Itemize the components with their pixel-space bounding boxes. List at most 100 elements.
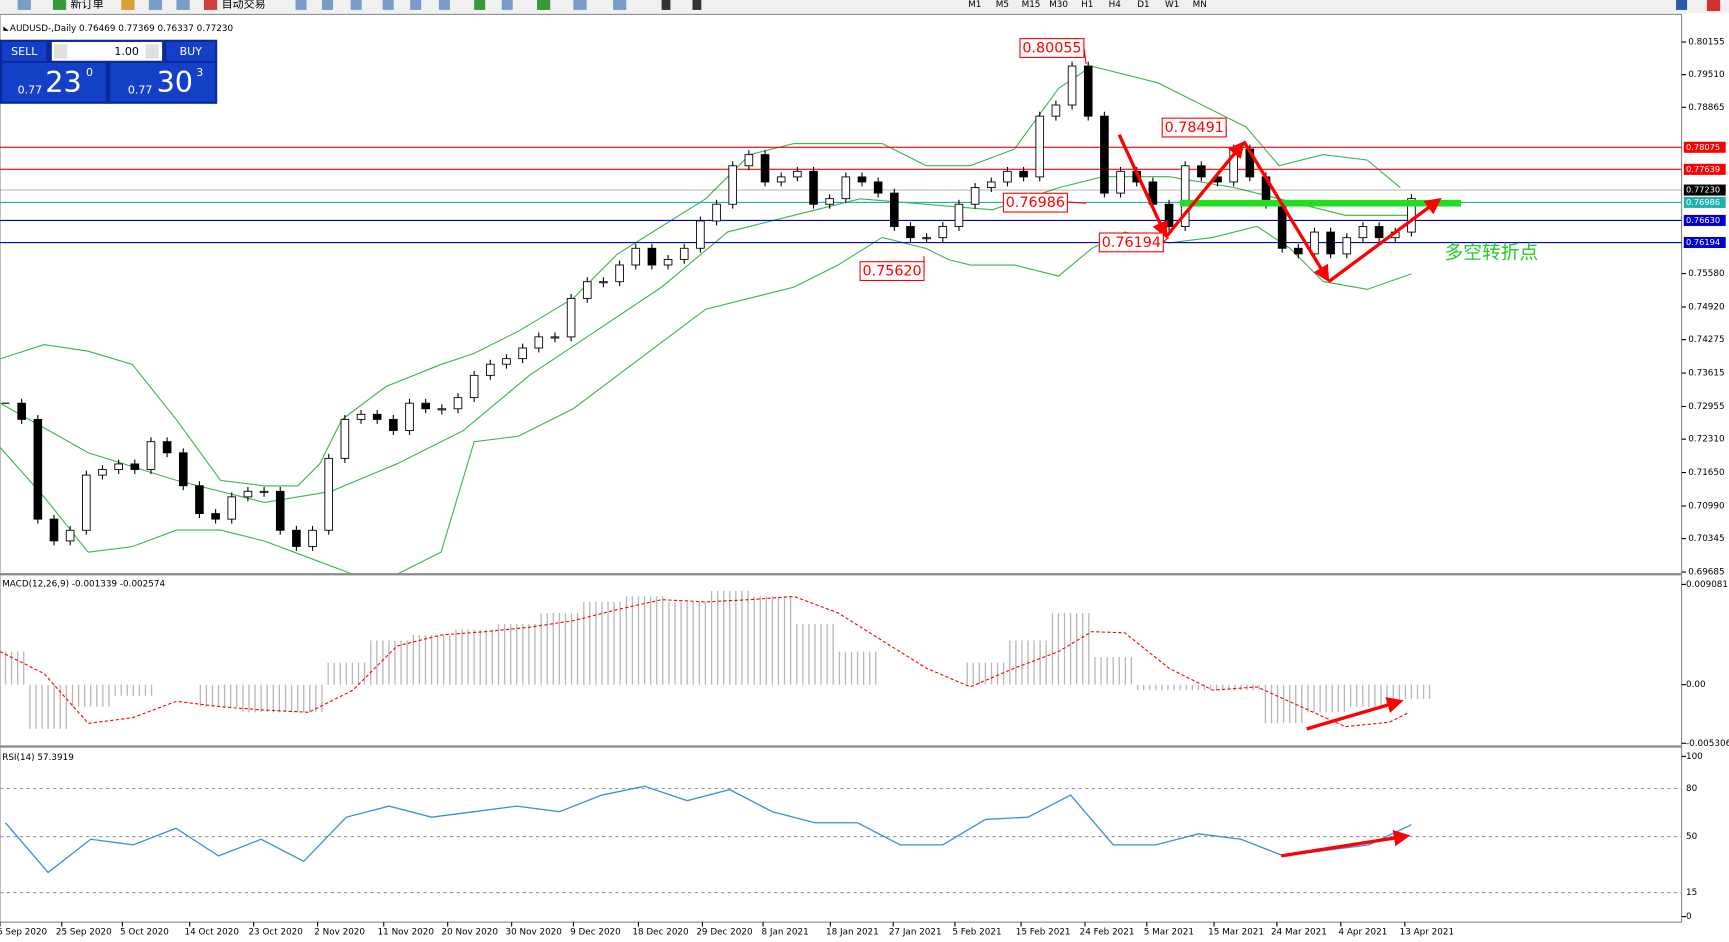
candle xyxy=(324,457,334,531)
pivot-note: 多空转折点 xyxy=(1445,241,1539,263)
buy-button-bg xyxy=(166,41,216,61)
candle xyxy=(227,496,237,520)
candle xyxy=(1003,170,1012,183)
candle xyxy=(65,529,75,542)
y-tick-label: 0.72955 xyxy=(1688,402,1724,412)
timeframe-button[interactable]: W1 xyxy=(1165,0,1179,10)
candle xyxy=(793,170,802,178)
candle xyxy=(1294,247,1303,255)
x-tick-label: 23 Oct 2020 xyxy=(248,928,303,938)
candle xyxy=(82,474,91,531)
candle xyxy=(195,485,204,515)
y-tick-label: 0.79510 xyxy=(1688,70,1725,80)
timeframe-button[interactable]: MN xyxy=(1193,0,1207,10)
ask-box[interactable] xyxy=(110,62,216,102)
candle xyxy=(890,192,899,227)
candle xyxy=(146,441,156,470)
candle xyxy=(340,418,350,459)
candle xyxy=(178,452,188,487)
header-arrow xyxy=(3,26,9,31)
level-label-bg xyxy=(1683,214,1726,226)
timeframe-button[interactable]: M5 xyxy=(996,0,1009,10)
timeframe-button[interactable]: M1 xyxy=(968,0,981,10)
auto-trading-button[interactable]: 自动交易 xyxy=(222,0,266,10)
bid-box[interactable] xyxy=(2,62,106,102)
candle xyxy=(356,413,366,420)
lots-up[interactable] xyxy=(145,44,159,59)
candle xyxy=(292,529,301,547)
date-axis: 6 Sep 2020 25 Sep 2020 5 Oct 2020 14 Oct 20… xyxy=(0,922,1454,938)
candle xyxy=(970,187,980,205)
candle xyxy=(857,176,867,183)
candle xyxy=(162,441,172,454)
timeframe-button[interactable]: D1 xyxy=(1137,0,1149,10)
level-label-bg xyxy=(1683,196,1726,208)
candle xyxy=(1067,65,1077,106)
new-order-button[interactable]: 新订单 xyxy=(71,0,104,10)
x-tick-label: 5 Feb 2021 xyxy=(952,928,1001,938)
candle xyxy=(1164,203,1174,227)
candle xyxy=(615,264,624,283)
lots-down[interactable] xyxy=(54,44,68,59)
y-tick-label: 0.80155 xyxy=(1688,37,1724,47)
candle xyxy=(760,154,770,183)
x-tick-label: 24 Mar 2021 xyxy=(1271,928,1327,938)
lots-field[interactable] xyxy=(51,41,163,61)
rsi-panel: 100 80 50 15 0 xyxy=(0,752,1703,922)
x-tick-label: 27 Jan 2021 xyxy=(889,928,942,938)
candle xyxy=(696,220,705,249)
annotation-leader xyxy=(1162,237,1170,243)
price-panel: 0.80155 0.79510 0.78865 0.75580 0.74920 0.742… xyxy=(0,37,1726,578)
timeframe-button[interactable]: H4 xyxy=(1109,0,1122,10)
buy-button[interactable]: BUY xyxy=(180,45,203,58)
candle xyxy=(954,203,964,227)
annotation-label: 0.78491 xyxy=(1165,120,1224,136)
level-label: 0.78075 xyxy=(1686,142,1720,152)
candle xyxy=(809,170,818,205)
level-label-bg xyxy=(1683,236,1726,249)
x-tick-label: 29 Dec 2020 xyxy=(696,928,753,938)
x-tick-label: 18 Jan 2021 xyxy=(826,928,879,938)
rsi-label: RSI(14) 57.3919 xyxy=(2,753,74,763)
candle xyxy=(1019,170,1028,178)
candle xyxy=(599,281,608,284)
y-tick-label: 0.74920 xyxy=(1688,303,1725,313)
candle xyxy=(1051,104,1061,117)
candle xyxy=(469,374,479,399)
timeframe-button[interactable]: M30 xyxy=(1049,0,1068,10)
candle xyxy=(744,154,754,167)
sell-button[interactable]: SELL xyxy=(11,45,38,58)
x-tick-label: 13 Apr 2021 xyxy=(1400,928,1454,938)
candle xyxy=(986,181,996,188)
candle xyxy=(518,347,527,360)
x-tick-label: 2 Nov 2020 xyxy=(314,928,365,938)
y-tick-label: 0.78865 xyxy=(1688,103,1724,113)
x-tick-label: 4 Apr 2021 xyxy=(1338,928,1387,938)
x-tick-label: 14 Oct 2020 xyxy=(184,928,239,938)
y-tick-label: 0.69685 xyxy=(1688,568,1724,578)
candle xyxy=(631,247,641,266)
candle xyxy=(582,281,592,299)
bid-main: 23 xyxy=(45,65,81,99)
bollinger-bands xyxy=(0,65,1412,575)
level-label: 0.77639 xyxy=(1686,164,1720,174)
candle xyxy=(1083,65,1093,117)
annotation-box xyxy=(1161,117,1227,138)
y-tick-label: 0.009081 xyxy=(1686,580,1728,590)
bid-sup: 0 xyxy=(86,66,93,79)
candle xyxy=(1116,170,1125,194)
y-tick-label: -0.005306 xyxy=(1686,739,1729,749)
lots-value[interactable]: 1.00 xyxy=(114,45,139,58)
candle xyxy=(502,358,511,365)
candle xyxy=(259,490,269,493)
y-tick-label: 80 xyxy=(1686,784,1698,794)
candle xyxy=(1342,237,1352,255)
timeframe-button[interactable]: M15 xyxy=(1022,0,1041,10)
candle xyxy=(453,397,463,410)
timeframe-button[interactable]: H1 xyxy=(1081,0,1093,10)
y-tick-label: 0.74275 xyxy=(1688,335,1724,345)
chart-header: AUDUSD-,Daily 0.76469 0.77369 0.76337 0.… xyxy=(10,24,234,34)
x-tick-label: 9 Dec 2020 xyxy=(570,928,621,938)
candle xyxy=(679,247,689,260)
